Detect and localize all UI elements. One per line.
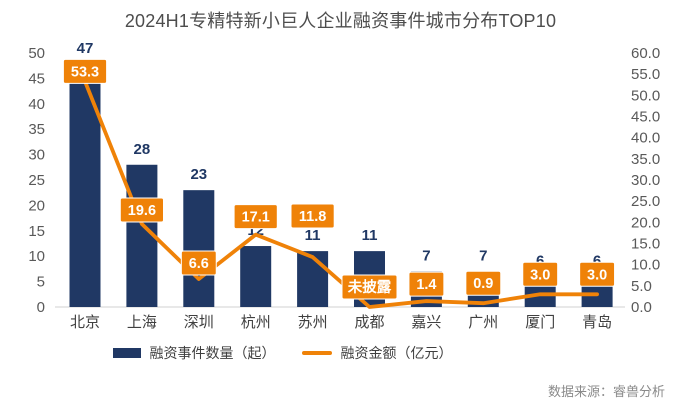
y-axis-left-tick-label: 35 [28, 121, 45, 138]
y-axis-right-tick-label: 40.0 [631, 130, 660, 147]
legend-label-line-series: 融资金额（亿元） [340, 345, 453, 361]
y-axis-left-tick-label: 20 [28, 197, 45, 214]
y-axis-right-tick-label: 0.0 [631, 299, 652, 316]
line-value-label: 53.3 [71, 64, 99, 80]
line-value-label: 1.4 [416, 277, 436, 293]
bar-value-label: 6 [593, 253, 601, 270]
bar-value-label: 47 [77, 40, 94, 57]
bar-value-label: 11 [362, 227, 378, 244]
x-axis-category-label: 广州 [468, 314, 498, 331]
x-axis-category-label: 北京 [70, 314, 100, 331]
line-value-label-box [341, 274, 398, 300]
y-axis-left-tick-label: 15 [28, 223, 45, 240]
line-value-label: 3.0 [587, 267, 607, 283]
line-value-label: 3.0 [530, 267, 550, 283]
line-value-label-box [465, 270, 502, 296]
line-value-label-box [233, 204, 278, 230]
y-axis-left-tick-label: 10 [28, 248, 45, 265]
y-axis-right-tick-label: 15.0 [631, 236, 660, 253]
x-axis-category-label: 上海 [127, 314, 157, 331]
bar-value-label: 6 [536, 253, 544, 270]
line-value-label-box [522, 261, 559, 287]
bar-杭州 [240, 246, 272, 307]
line-value-label: 19.6 [128, 203, 156, 219]
x-axis-category-label: 青岛 [582, 314, 612, 331]
x-axis-category-label: 嘉兴 [411, 314, 441, 331]
line-series-swatch-icon [301, 351, 332, 355]
line-value-label: 0.9 [473, 276, 493, 292]
bar-深圳 [183, 190, 215, 307]
y-axis-right-tick-label: 50.0 [631, 87, 660, 104]
y-axis-left-tick-label: 0 [37, 299, 45, 316]
y-axis-left-tick-label: 30 [28, 147, 45, 164]
line-series [83, 79, 599, 309]
legend-item-line-series: 融资金额（亿元） [301, 343, 453, 363]
y-axis-right-tick-label: 30.0 [631, 172, 660, 189]
bar-苏州 [297, 251, 329, 307]
line-value-label: 11.8 [299, 209, 326, 225]
line-value-label: 未披露 [347, 278, 392, 296]
chart-title: 2024H1专精特新小巨人企业融资事件城市分布TOP10 [124, 11, 557, 31]
line-value-label: 17.1 [242, 210, 270, 226]
y-axis-left-tick-label: 45 [28, 70, 45, 87]
legend-label-bar-series: 融资事件数量（起） [149, 345, 276, 361]
bar-series-swatch-icon [112, 348, 141, 358]
y-axis-left-tick-label: 50 [28, 45, 45, 62]
x-axis-category-label: 成都 [354, 314, 384, 331]
line-value-label-box [62, 58, 108, 84]
y-axis-left-tick-label: 25 [28, 172, 45, 189]
y-axis-right-tick-label: 10.0 [631, 257, 660, 274]
y-axis-right-tick-label: 60.0 [631, 45, 660, 62]
x-axis-category-label: 苏州 [298, 314, 328, 331]
bar-value-label: 7 [479, 247, 487, 264]
line-value-label-box [290, 203, 335, 229]
line-value-label: 6.6 [189, 256, 209, 272]
bar-value-label: 23 [190, 166, 207, 183]
y-axis-right-tick-label: 55.0 [631, 66, 660, 83]
data-source-note: 数据来源：睿兽分析 [547, 384, 665, 399]
line-value-label-box [579, 261, 616, 287]
y-axis-right-tick-label: 35.0 [631, 151, 660, 168]
bar-value-label: 28 [134, 141, 151, 158]
bar-value-label: 11 [305, 227, 321, 244]
y-axis-left-tick-label: 5 [37, 274, 45, 291]
legend-item-bar-series: 融资事件数量（起） [112, 343, 276, 363]
line-value-label-box [408, 271, 445, 297]
line-value-label-box [119, 197, 165, 223]
x-axis-category-label: 深圳 [184, 314, 214, 331]
legend: 融资事件数量（起） 融资金额（亿元） [0, 340, 565, 366]
y-axis-right-tick-label: 20.0 [631, 214, 660, 231]
bar-value-label: 7 [422, 247, 430, 264]
y-axis-left-tick-label: 40 [28, 96, 45, 113]
y-axis-right-tick-label: 25.0 [631, 193, 660, 210]
x-axis-category-label: 杭州 [241, 314, 271, 331]
line-value-label-box [180, 250, 217, 276]
y-axis-right-tick-label: 5.0 [631, 278, 652, 295]
x-axis-category-label: 厦门 [525, 314, 555, 331]
y-axis-right-tick-label: 45.0 [631, 109, 660, 126]
